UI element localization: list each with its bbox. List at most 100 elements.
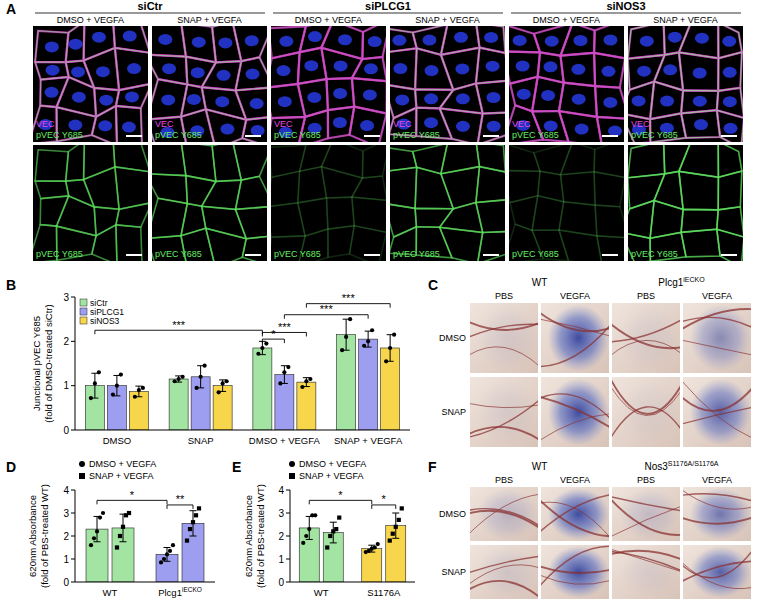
photo (470, 303, 538, 373)
nucleus (368, 36, 382, 47)
vec-junction (40, 77, 68, 107)
pvec-junction (476, 167, 505, 203)
pvec-junction (717, 110, 743, 142)
nucleus (575, 124, 589, 135)
data-point (141, 386, 145, 390)
bar (362, 549, 382, 582)
nucleus (307, 92, 321, 103)
pvec-junction (476, 145, 505, 172)
photo (683, 487, 751, 541)
vessel (470, 322, 538, 330)
photo (541, 377, 609, 447)
data-point (173, 379, 177, 383)
nucleus (484, 32, 498, 43)
pvec-junction (116, 106, 142, 142)
nucleus (278, 96, 292, 107)
vessel (470, 400, 538, 438)
nucleus (187, 94, 201, 105)
nucleus (46, 65, 60, 76)
significance-bracket (284, 315, 368, 319)
vec-junction (628, 26, 665, 59)
pvec-junction (152, 26, 186, 57)
vessel (541, 546, 609, 587)
nucleus (603, 97, 617, 108)
y-tick-label: 2 (278, 531, 284, 542)
group-header: siNOS3 (606, 0, 645, 12)
micrograph (628, 26, 743, 142)
nucleus (158, 34, 172, 45)
photo (541, 487, 609, 541)
legend-label: siNOS3 (90, 316, 120, 326)
x-tick-label: SNAP (188, 435, 214, 446)
channel-label: VEC (631, 119, 650, 129)
error-bar (91, 373, 98, 398)
vessel (541, 312, 609, 331)
header-rule (35, 13, 265, 14)
bar (213, 386, 232, 430)
vec-junction (116, 106, 142, 142)
dye-leak (477, 304, 538, 371)
channel-label: pVEC Y685 (631, 249, 678, 259)
panel-letter: D (6, 459, 16, 475)
nucleus (602, 66, 616, 77)
vec-junction (559, 111, 602, 142)
vessel (683, 561, 751, 582)
nucleus (217, 70, 231, 81)
y-axis-label: 620nm Absorbance (27, 495, 38, 577)
pvec-junction (236, 176, 268, 209)
pvec-junction (561, 26, 595, 56)
pvec-junction (561, 172, 596, 205)
nucleus (92, 32, 106, 43)
significance-label: * (271, 328, 276, 340)
panel-letter: F (428, 459, 437, 475)
bar (253, 348, 272, 430)
legend-marker (289, 473, 295, 479)
nucleus (68, 120, 82, 131)
data-point (304, 379, 308, 383)
x-tick-label: WT (103, 587, 118, 598)
vec-junction (35, 31, 68, 62)
data-point (177, 377, 181, 381)
vessel (470, 581, 538, 598)
data-point (286, 365, 290, 369)
channel-label: pVEC Y685 (36, 249, 83, 259)
significance-bracket (95, 330, 263, 334)
x-tick-label: S1176A (367, 587, 401, 598)
channel-label: VEC (36, 119, 55, 129)
pvec-junction (321, 48, 362, 79)
pvec-junction (440, 227, 483, 261)
pvec-junction (66, 180, 95, 207)
data-point (348, 317, 352, 321)
nucleus (543, 61, 557, 72)
nucleus (723, 67, 737, 78)
photo-bg (683, 377, 751, 447)
data-point (264, 341, 268, 345)
pvec-junction (236, 57, 268, 90)
vessel (541, 319, 609, 336)
pvec-junction (559, 111, 602, 142)
data-point (118, 534, 122, 538)
pvec-junction (476, 200, 505, 233)
pvec-junction (66, 26, 85, 62)
pvec-junction (476, 48, 505, 84)
scale-bar (364, 135, 380, 137)
y-tick (286, 490, 290, 491)
micrograph (390, 26, 505, 142)
vec-junction (236, 57, 268, 90)
pvec-junction (233, 26, 268, 61)
nucleus (663, 64, 677, 75)
data-point (199, 375, 203, 379)
nucleus (668, 32, 682, 43)
nucleus (694, 119, 708, 130)
nucleus (722, 36, 736, 47)
data-point (334, 527, 338, 531)
data-point (337, 516, 341, 520)
data-point (97, 370, 101, 374)
column-header: VEGFA (560, 291, 590, 301)
y-tick-label: 3 (278, 508, 284, 519)
micrograph (628, 145, 743, 261)
pvec-junction (509, 52, 540, 84)
legend-swatch (80, 299, 87, 306)
y-tick (286, 559, 290, 560)
y-tick-label: 3 (63, 508, 69, 519)
